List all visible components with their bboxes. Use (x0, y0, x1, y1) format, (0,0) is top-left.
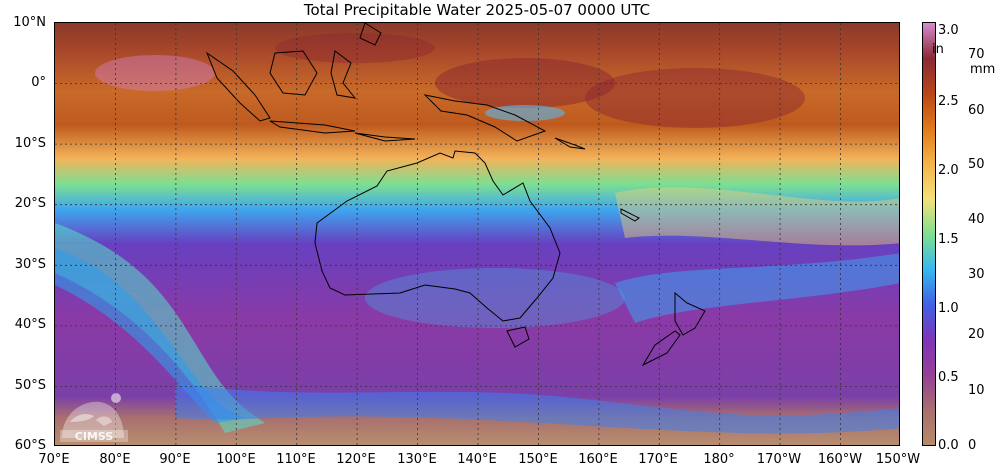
tpw-map (54, 22, 900, 446)
lon-label-140e: 140°E (457, 452, 497, 467)
lon-label-160e: 160°E (578, 452, 618, 467)
australia-coast (314, 150, 561, 322)
chart-title: Total Precipitable Water 2025-05-07 0000… (303, 1, 651, 19)
colorbar (922, 22, 936, 446)
colorbar-mm-unit: mm (970, 62, 996, 77)
new-guinea-coast (423, 94, 547, 142)
lat-label-0: 0° (31, 75, 46, 90)
lat-label-30s: 30°S (14, 257, 46, 272)
borneo-coast (269, 50, 318, 96)
tasmania-coast (506, 326, 530, 348)
lon-label-170w: 170°W (756, 452, 802, 467)
colorbar-mm-tick-50: 50 (968, 157, 985, 172)
lon-label-160w: 160°W (817, 452, 863, 467)
colorbar-mm-tick-40: 40 (968, 212, 985, 227)
colorbar-mm-tick-0: 0 (968, 438, 977, 453)
lon-label-110e: 110°E (276, 452, 316, 467)
cimss-logo-icon: CIMSS (56, 392, 130, 444)
new-caledonia-coast (620, 208, 640, 222)
lon-label-150w: 150°W (875, 452, 921, 467)
lon-label-120e: 120°E (336, 452, 376, 467)
sulawesi-coast (330, 50, 357, 99)
lon-label-100e: 100°E (216, 452, 256, 467)
lon-label-130e: 130°E (397, 452, 437, 467)
colorbar-in-tick-1-5: 1.5 (938, 232, 959, 247)
lon-label-150e: 150°E (518, 452, 558, 467)
colorbar-in-tick-0-5: 0.5 (938, 370, 959, 385)
lon-label-180: 180° (703, 452, 735, 467)
colorbar-mm-tick-30: 30 (968, 267, 985, 282)
new-zealand-north-coast (674, 291, 706, 336)
lat-label-10n: 10°N (13, 15, 46, 30)
lon-label-80e: 80°E (99, 452, 131, 467)
colorbar-in-tick-0-0: 0.0 (938, 438, 959, 453)
colorbar-mm-tick-20: 20 (968, 327, 985, 342)
colorbar-in-unit: in (932, 42, 944, 57)
cimss-logo-text: CIMSS (75, 430, 114, 443)
colorbar-in-tick-2-5: 2.5 (938, 94, 959, 109)
moisture-features (55, 33, 899, 434)
philippines-coast (359, 23, 382, 46)
tpw-map-svg (55, 23, 899, 445)
new-zealand-south-coast (641, 330, 681, 367)
colorbar-mm-tick-10: 10 (968, 383, 985, 398)
colorbar-in-tick-2-0: 2.0 (938, 163, 959, 178)
lon-label-90e: 90°E (159, 452, 191, 467)
lat-label-20s: 20°S (14, 196, 46, 211)
colorbar-mm-tick-70: 70 (968, 47, 985, 62)
java-coast (269, 120, 356, 134)
lon-label-70e: 70°E (38, 452, 70, 467)
lat-label-50s: 50°S (14, 378, 46, 393)
colorbar-mm-tick-60: 60 (968, 103, 985, 118)
lat-label-10s: 10°S (14, 136, 46, 151)
graticule (55, 23, 899, 445)
lon-label-170e: 170°E (638, 452, 678, 467)
lesser-sunda-coast (354, 132, 416, 142)
lat-label-60s: 60°S (14, 438, 46, 453)
colorbar-in-tick-1-0: 1.0 (938, 301, 959, 316)
colorbar-in-tick-3-0: 3.0 (938, 23, 959, 38)
lat-label-40s: 40°S (14, 317, 46, 332)
